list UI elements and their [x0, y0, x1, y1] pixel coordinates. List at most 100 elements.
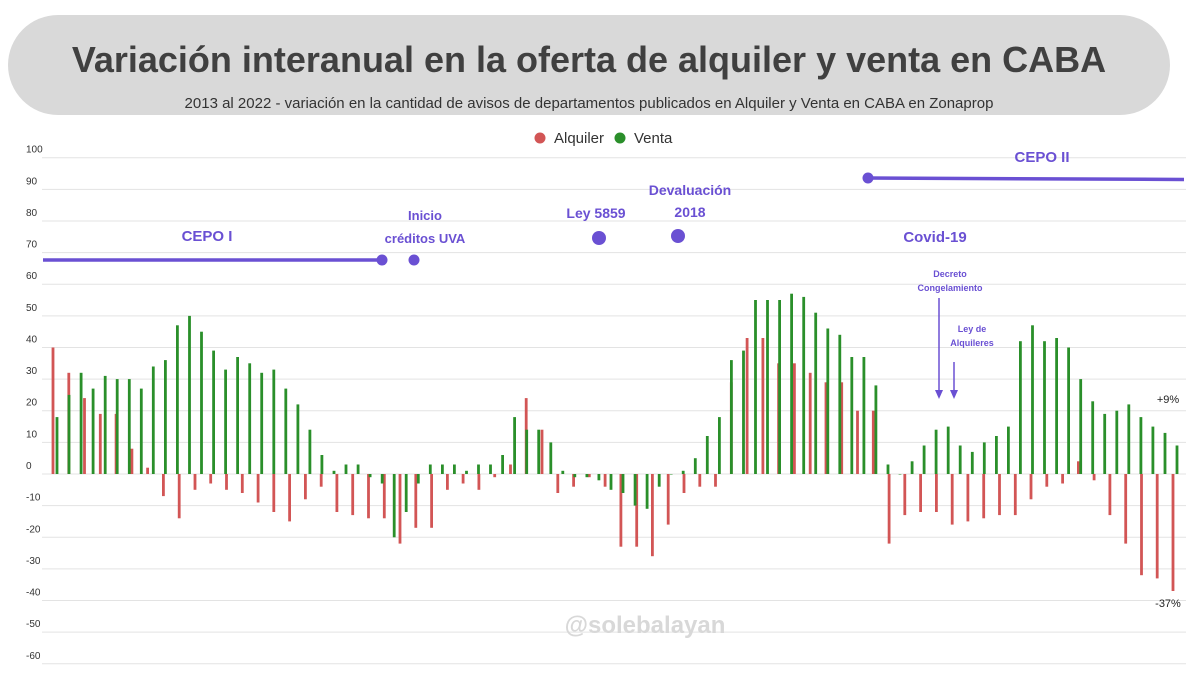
alquiler-bar [871, 410, 875, 474]
venta-bar [693, 458, 697, 474]
venta-bar [501, 455, 504, 474]
venta-bar [561, 470, 565, 474]
alquiler-bar [982, 474, 986, 519]
venta-bar [1163, 432, 1167, 474]
cepo-i-end-marker [376, 254, 388, 266]
venta-bar [898, 474, 902, 475]
alquiler-bar [382, 474, 386, 519]
decreto-label-line1: Decreto [933, 269, 967, 279]
alquiler-bar [509, 464, 512, 474]
venta-bar [320, 455, 324, 474]
alquiler-bar [83, 398, 86, 474]
alquiler-bar [651, 474, 654, 557]
alquiler-bar [225, 474, 228, 490]
alquiler-bar [1029, 474, 1033, 500]
venta-bar [284, 388, 288, 474]
y-tick-label: -10 [26, 493, 41, 504]
venta-bar [958, 445, 962, 474]
devaluacion-marker [671, 229, 685, 243]
venta-bar [681, 470, 685, 474]
alquiler-bar [824, 382, 828, 474]
venta-bar [995, 436, 998, 474]
venta-bar [1031, 325, 1034, 474]
alquiler-bar [793, 363, 796, 474]
y-tick-label: 20 [26, 398, 38, 409]
venta-bar [296, 404, 300, 474]
legend-label-venta: Venta [634, 130, 673, 147]
alquiler-bar [130, 448, 134, 474]
alquiler-bar [177, 474, 181, 519]
alquiler-bar [367, 474, 370, 519]
venta-bar [1139, 417, 1143, 474]
alquiler-bar [193, 474, 197, 490]
alquiler-bar [840, 382, 844, 474]
alquiler-bar [572, 474, 575, 487]
venta-bar [380, 474, 384, 484]
alquiler-bar [461, 474, 465, 484]
ley-alquileres-label-line2: Alquileres [950, 338, 994, 348]
venta-bar [597, 474, 601, 481]
y-tick-label: -20 [26, 524, 41, 535]
alquiler-bar [887, 474, 891, 544]
alquiler-bar [919, 474, 922, 512]
watermark: @solebalayan [565, 612, 726, 639]
venta-bar [151, 366, 155, 474]
venta-bar [513, 417, 516, 474]
venta-bar [224, 369, 227, 474]
alquiler-bar [288, 474, 291, 522]
alquiler-bar [1155, 474, 1159, 579]
venta-bar [1091, 401, 1095, 474]
alquiler-bar [446, 474, 449, 490]
series-venta [55, 293, 1179, 538]
ley-5859-label: Ley 5859 [566, 205, 625, 221]
venta-bar [718, 417, 721, 474]
alquiler-bar [430, 474, 433, 528]
venta-bar [453, 464, 456, 474]
venta-bar [742, 350, 745, 474]
venta-bar [633, 474, 637, 506]
venta-bar [1079, 379, 1083, 474]
alquiler-bar [209, 474, 213, 484]
y-tick-label: 100 [26, 145, 43, 156]
venta-bar [1151, 426, 1155, 474]
alquiler-bar [1092, 474, 1096, 481]
alquiler-bar [351, 474, 355, 516]
venta-bar [669, 474, 673, 475]
venta-bar [212, 350, 215, 474]
y-tick-label: 40 [26, 334, 38, 345]
alquiler-bar [51, 347, 55, 474]
venta-bar [441, 464, 444, 474]
alquiler-bar [335, 474, 339, 512]
venta-bar [139, 388, 143, 474]
alquiler-bar [477, 474, 481, 490]
alquiler-bar [556, 474, 560, 493]
alquiler-bar [619, 474, 623, 547]
venta-bar [428, 464, 432, 474]
venta-bar [982, 442, 986, 474]
venta-bar [67, 394, 71, 474]
series-alquiler [51, 338, 1175, 591]
alquiler-bar [603, 474, 607, 487]
venta-bar [1007, 426, 1010, 474]
y-tick-label: 90 [26, 176, 38, 187]
chart-subtitle: 2013 al 2022 - variación en la cantidad … [184, 95, 994, 112]
y-tick-label: 70 [26, 240, 38, 251]
devaluacion-label-line1: Devaluación [649, 182, 731, 198]
venta-bar [621, 474, 625, 493]
venta-bar [754, 300, 757, 474]
venta-bar [115, 379, 119, 474]
alquiler-bar [966, 474, 970, 522]
legend-swatch-alquiler [534, 132, 546, 144]
venta-bar [549, 442, 553, 474]
y-tick-label: 10 [26, 429, 38, 440]
alquiler-bar [1171, 474, 1175, 591]
venta-bar [922, 445, 926, 474]
venta-bar [465, 470, 468, 474]
venta-bar [1127, 404, 1131, 474]
venta-bar [188, 315, 191, 474]
decreto-label-line2: Congelamiento [917, 283, 983, 293]
venta-bar [609, 474, 613, 490]
y-tick-label: 60 [26, 271, 38, 282]
venta-bar [332, 470, 336, 474]
